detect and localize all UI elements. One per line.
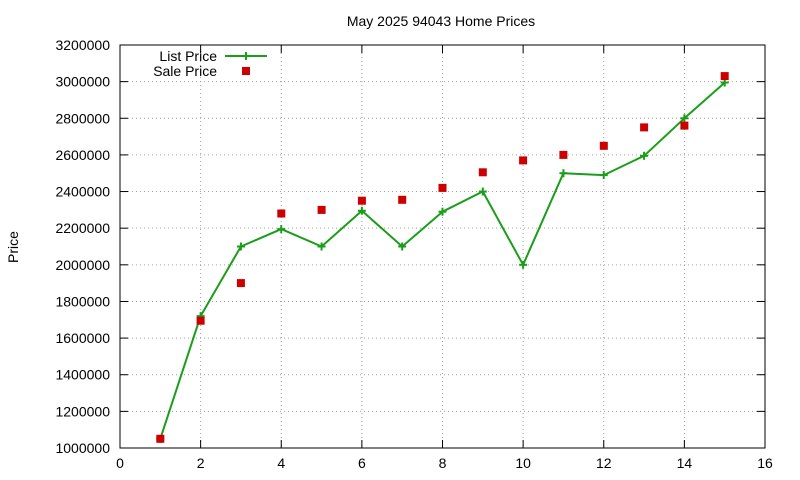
y-axis-label: Price	[5, 231, 21, 263]
legend-marker-list-price	[242, 52, 250, 60]
list-price-point	[519, 260, 528, 269]
y-tick-label: 1200000	[55, 403, 110, 419]
list-price-point	[317, 242, 326, 251]
y-tick-label: 1400000	[55, 367, 110, 383]
list-price-point	[236, 242, 245, 251]
y-tick-label: 2000000	[55, 257, 110, 273]
sale-price-point	[438, 183, 447, 192]
legend-plus-icon	[242, 52, 250, 60]
x-tick-label: 8	[439, 455, 447, 471]
sale-price-point	[559, 150, 568, 159]
sale-price-point	[478, 168, 487, 177]
y-tick-label: 2800000	[55, 110, 110, 126]
x-tick-label: 10	[515, 455, 531, 471]
sale-price-point	[277, 209, 286, 218]
legend-label-list-price: List Price	[159, 48, 217, 64]
y-tick-label: 3200000	[55, 37, 110, 53]
x-tick-label: 16	[757, 455, 773, 471]
y-tick-label: 2200000	[55, 220, 110, 236]
list-price-point	[559, 169, 568, 178]
list-price-point	[398, 242, 407, 251]
plot-border	[119, 44, 766, 449]
x-tick-label: 2	[197, 455, 205, 471]
y-tick-label: 2400000	[55, 184, 110, 200]
sale-price-point	[317, 205, 326, 214]
list-price-point	[277, 225, 286, 234]
y-tick-label: 3000000	[55, 74, 110, 90]
tick-labels: 0 2 4 6 8 10 12 14 16 1000000 1200000 1400000 160000…	[55, 37, 773, 471]
sale-price-point	[680, 121, 689, 130]
sale-price-point	[519, 156, 528, 165]
legend-label-sale-price: Sale Price	[153, 63, 217, 79]
list-price-point	[640, 151, 649, 160]
chart-title: May 2025 94043 Home Prices	[347, 13, 535, 29]
list-price-point	[599, 171, 608, 180]
sale-price-point	[640, 123, 649, 132]
list-price-point	[478, 187, 487, 196]
y-tick-label: 2600000	[55, 147, 110, 163]
sale-price-point	[196, 316, 205, 325]
list-price-point	[680, 114, 689, 123]
x-tick-label: 12	[596, 455, 612, 471]
sale-price-point	[398, 195, 407, 204]
x-tick-label: 6	[358, 455, 366, 471]
sale-price-point	[599, 141, 608, 150]
sale-price-point	[720, 72, 729, 81]
x-tick-label: 4	[277, 455, 285, 471]
sale-price-point	[236, 279, 245, 288]
x-tick-label: 0	[116, 455, 124, 471]
sale-price-point	[156, 434, 165, 443]
data-series	[156, 72, 729, 443]
list-price-point	[438, 207, 447, 216]
y-tick-label: 1800000	[55, 293, 110, 309]
y-tick-label: 1000000	[55, 440, 110, 456]
x-tick-label: 14	[677, 455, 693, 471]
legend-marker-sale-price	[242, 67, 250, 75]
list-price-point	[357, 206, 366, 215]
legend: List Price Sale Price	[153, 48, 267, 79]
y-tick-label: 1600000	[55, 330, 110, 346]
sale-price-point	[357, 196, 366, 205]
